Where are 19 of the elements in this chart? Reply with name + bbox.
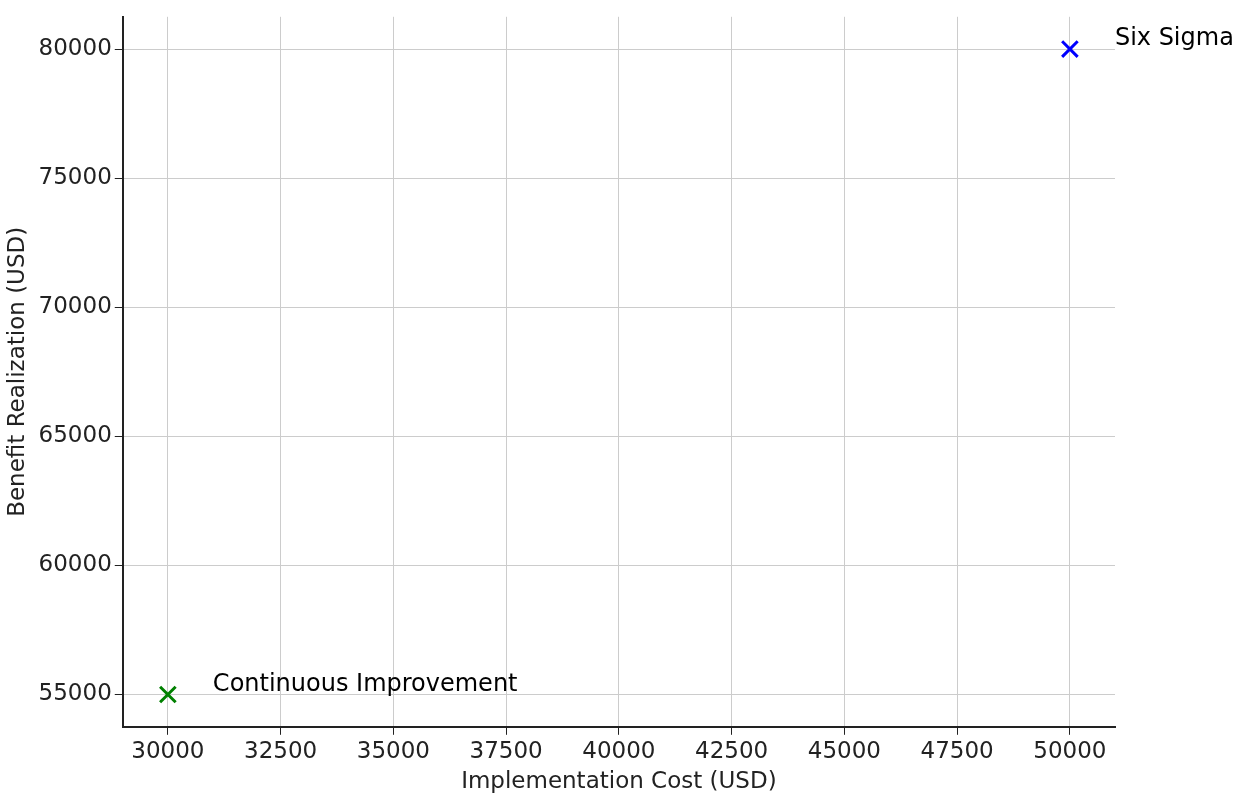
x-tick-label: 37500 — [469, 736, 543, 763]
y-tick-label: 75000 — [38, 163, 112, 190]
x-tick-label: 30000 — [131, 736, 205, 763]
x-tick-label: 45000 — [807, 736, 881, 763]
x-tick-label: 42500 — [695, 736, 769, 763]
y-tick-label: 70000 — [38, 292, 112, 319]
y-axis-title: Benefit Realization (USD) — [2, 226, 29, 517]
y-tick-label: 65000 — [38, 421, 112, 448]
x-axis-title: Implementation Cost (USD) — [461, 767, 777, 794]
x-tick-label: 35000 — [356, 736, 430, 763]
x-tick-label: 47500 — [920, 736, 994, 763]
x-tick-label: 40000 — [582, 736, 656, 763]
y-tick-label: 60000 — [38, 550, 112, 577]
series-label: Six Sigma — [1114, 23, 1234, 52]
x-tick-label: 32500 — [244, 736, 318, 763]
y-tick-label: 80000 — [38, 34, 112, 61]
y-tick-label: 55000 — [38, 679, 112, 706]
series-label: Continuous Improvement — [212, 668, 518, 697]
x-tick-label: 50000 — [1033, 736, 1107, 763]
